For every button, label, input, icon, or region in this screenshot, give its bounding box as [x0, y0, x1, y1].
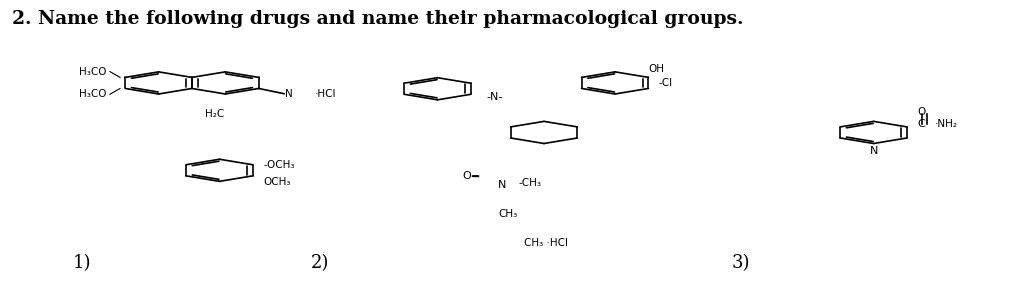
- Text: H₂C: H₂C: [205, 109, 224, 119]
- Text: 1): 1): [72, 254, 91, 272]
- Text: ·HCl: ·HCl: [314, 89, 336, 99]
- Text: H₃CO: H₃CO: [79, 89, 107, 99]
- Text: -N-: -N-: [486, 93, 502, 103]
- Text: H₃CO: H₃CO: [79, 66, 107, 76]
- Text: 2. Name the following drugs and name their pharmacological groups.: 2. Name the following drugs and name the…: [11, 10, 743, 28]
- Text: N: N: [498, 180, 506, 190]
- Text: OH: OH: [649, 64, 664, 74]
- Text: -Cl: -Cl: [659, 78, 672, 88]
- Text: O: O: [463, 171, 472, 181]
- Text: -OCH₃: -OCH₃: [263, 160, 295, 170]
- Text: OCH₃: OCH₃: [263, 177, 291, 187]
- Text: -CH₃: -CH₃: [519, 178, 542, 188]
- Text: O: O: [917, 107, 925, 117]
- Text: N: N: [285, 89, 293, 99]
- Text: ·NH₂: ·NH₂: [935, 119, 957, 129]
- Text: C: C: [917, 119, 925, 129]
- Text: CH₃: CH₃: [498, 209, 518, 219]
- Text: 2): 2): [311, 254, 330, 272]
- Text: 3): 3): [731, 254, 751, 272]
- Text: CH₃ ·HCl: CH₃ ·HCl: [524, 238, 567, 248]
- Text: N: N: [870, 146, 878, 156]
